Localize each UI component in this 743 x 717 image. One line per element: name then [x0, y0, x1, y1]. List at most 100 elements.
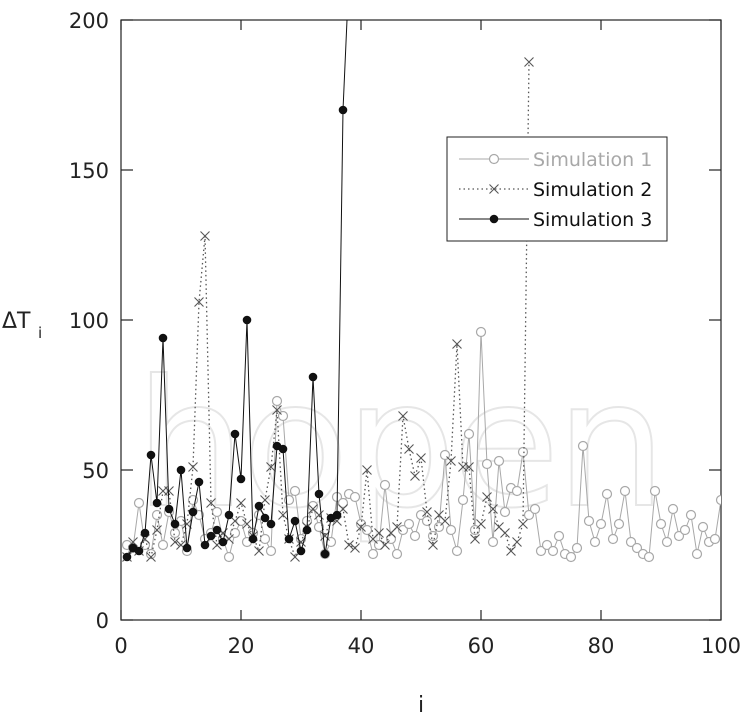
data-point	[655, 518, 667, 530]
x-marker-stroke	[278, 510, 288, 520]
data-point	[685, 509, 697, 521]
data-point	[464, 462, 474, 472]
data-point	[194, 477, 204, 487]
data-point	[289, 485, 301, 497]
x-marker-stroke	[476, 519, 486, 529]
x-marker-stroke	[308, 504, 318, 514]
series-line	[126, 61, 530, 560]
x-marker-stroke	[182, 519, 192, 529]
data-point	[619, 485, 631, 497]
x-marker-stroke	[494, 522, 504, 532]
data-point	[182, 543, 192, 553]
data-point	[409, 530, 421, 542]
axis-labels: i ΔT i	[2, 309, 424, 717]
data-point	[380, 540, 390, 550]
data-point	[583, 515, 595, 527]
data-point	[457, 494, 469, 506]
data-point	[475, 326, 487, 338]
legend: Simulation 1 Simulation 2 Simulation 3	[446, 136, 668, 242]
data-point	[223, 551, 235, 563]
x-marker-stroke	[518, 519, 528, 529]
data-point	[355, 518, 367, 530]
x-marker-stroke	[200, 231, 210, 241]
data-point	[133, 497, 145, 509]
data-point	[242, 315, 252, 325]
x-marker-stroke	[236, 498, 246, 508]
legend-label: Simulation 1	[533, 149, 652, 171]
x-marker-stroke	[404, 444, 414, 454]
x-axis-label: i	[418, 693, 424, 717]
data-point	[673, 530, 685, 542]
x-marker-stroke	[146, 552, 156, 562]
series-layer	[121, 20, 721, 563]
data-point	[529, 503, 541, 515]
y-axis-label: ΔT	[2, 309, 31, 334]
y-tick-label: 50	[82, 459, 109, 483]
x-marker-stroke	[512, 537, 522, 547]
x-marker-stroke	[380, 540, 390, 550]
data-point	[601, 488, 613, 500]
data-point	[379, 479, 391, 491]
axis-ticks: 0 20 40 60 80 100 0 50 100 150 200	[69, 9, 741, 658]
y-tick-label: 200	[69, 9, 109, 33]
y-tick-label: 0	[96, 609, 109, 633]
data-point	[164, 486, 174, 496]
data-point	[158, 333, 168, 343]
data-point	[338, 105, 348, 115]
x-marker-stroke	[482, 492, 492, 502]
legend-label: Simulation 3	[533, 209, 652, 231]
data-point	[374, 528, 384, 538]
data-point	[236, 498, 246, 508]
data-point	[290, 516, 300, 526]
data-point	[211, 506, 223, 518]
data-point	[595, 518, 607, 530]
data-point	[260, 513, 270, 523]
x-marker-stroke	[188, 462, 198, 472]
data-point	[398, 411, 408, 421]
data-point	[518, 519, 528, 529]
data-point	[235, 515, 247, 527]
data-point	[511, 485, 523, 497]
data-point	[254, 501, 264, 511]
data-point	[476, 519, 486, 529]
data-point	[415, 509, 427, 521]
x-marker-stroke	[206, 498, 216, 508]
data-point	[421, 515, 433, 527]
data-point	[278, 510, 288, 520]
data-point	[463, 428, 475, 440]
x-marker-stroke	[524, 57, 534, 67]
y-tick-label: 150	[69, 159, 109, 183]
data-point	[577, 440, 589, 452]
data-point	[535, 545, 547, 557]
data-point	[349, 491, 361, 503]
data-point	[571, 542, 583, 554]
x-marker-stroke	[410, 471, 420, 481]
data-point	[367, 548, 379, 560]
x-marker-stroke	[242, 519, 252, 529]
x-marker-stroke	[488, 504, 498, 514]
x-marker-stroke	[272, 405, 282, 415]
x-tick-label: 0	[114, 634, 127, 658]
x-marker-stroke	[500, 528, 510, 538]
x-tick-label: 40	[348, 634, 375, 658]
x-marker-stroke	[428, 540, 438, 550]
data-point	[589, 536, 601, 548]
legend-label: Simulation 2	[533, 179, 652, 201]
data-point	[410, 471, 420, 481]
x-marker-stroke	[356, 522, 366, 532]
data-point	[278, 444, 288, 454]
data-point	[625, 536, 637, 548]
x-marker-stroke	[374, 528, 384, 538]
data-point	[212, 525, 222, 535]
data-point	[422, 507, 432, 517]
x-marker-stroke	[416, 453, 426, 463]
data-point	[697, 521, 709, 533]
data-point	[482, 492, 492, 502]
data-point	[248, 534, 258, 544]
data-point	[271, 395, 283, 407]
series-3	[122, 20, 348, 562]
data-point	[344, 540, 354, 550]
data-point	[164, 504, 174, 514]
data-point	[308, 372, 318, 382]
